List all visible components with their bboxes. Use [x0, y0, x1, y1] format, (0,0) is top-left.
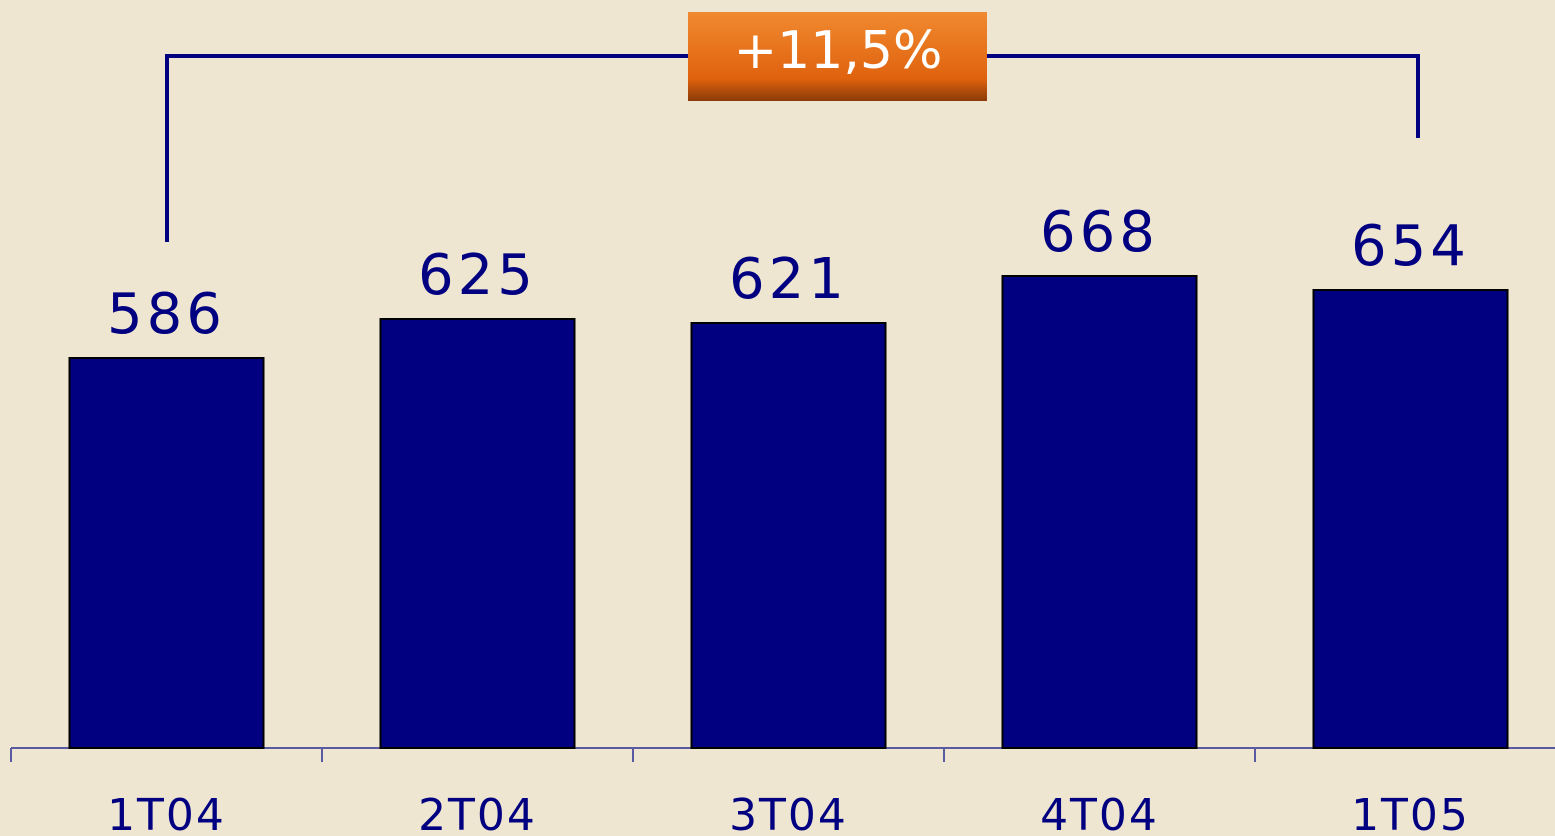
data-label: 654 [1351, 214, 1470, 279]
bar [1001, 275, 1198, 749]
bar [379, 318, 576, 749]
x-tick-label: 1T05 [1351, 790, 1470, 836]
data-label: 625 [418, 243, 537, 308]
bar [68, 357, 265, 749]
data-label: 621 [729, 247, 848, 312]
data-label: 668 [1040, 200, 1159, 265]
x-tick-label: 3T04 [729, 790, 848, 836]
annotation-box [688, 12, 987, 101]
annotation: +11,5% [734, 21, 943, 81]
bracket [985, 54, 1420, 138]
bracket [165, 54, 690, 242]
data-label: 586 [107, 282, 226, 347]
bar [690, 322, 887, 749]
x-tick-label: 2T04 [418, 790, 537, 836]
x-tick-label: 4T04 [1040, 790, 1159, 836]
bar [1312, 289, 1509, 749]
x-tick-label: 1T04 [107, 790, 226, 836]
plot: 1T04 586 2T04 625 3T04 621 4T04 668 1T05 654 [10, 200, 1555, 836]
